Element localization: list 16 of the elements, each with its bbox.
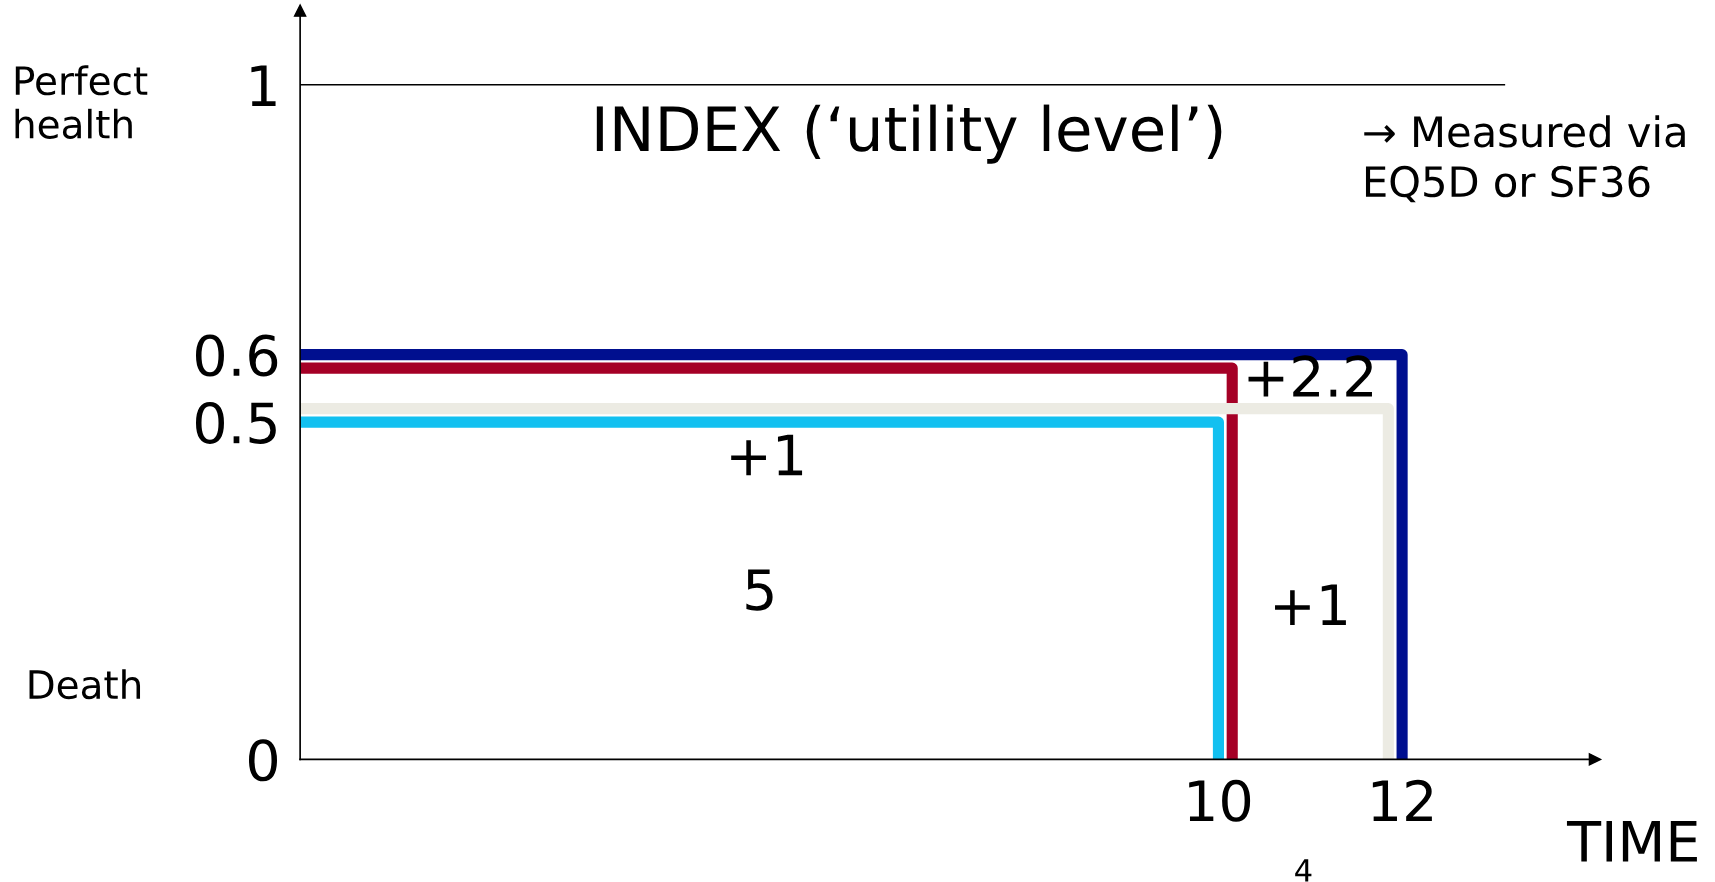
annotation: +2.2	[1248, 355, 1372, 397]
x-tick-label: 12	[1372, 779, 1432, 822]
x-tick-label: 10	[1189, 779, 1251, 822]
text: Death	[29, 669, 141, 700]
annotation: 5	[746, 569, 773, 611]
text: 4	[1295, 859, 1312, 882]
text: Perfect health	[15, 65, 148, 139]
y-tick-label: 0.6	[195, 334, 278, 377]
annotation: → Measured via EQ5D or SF36	[1364, 115, 1685, 203]
y-tick-label: 1	[251, 65, 276, 106]
annotation: INDEX (‘utility level’)	[596, 104, 1222, 164]
x-axis-title: TIME	[1566, 821, 1697, 862]
y-tick-label: 0	[249, 739, 277, 782]
annotation: +1	[1275, 584, 1346, 625]
y-tick-label: 0.5	[195, 401, 276, 444]
annotation: +1	[731, 434, 803, 476]
